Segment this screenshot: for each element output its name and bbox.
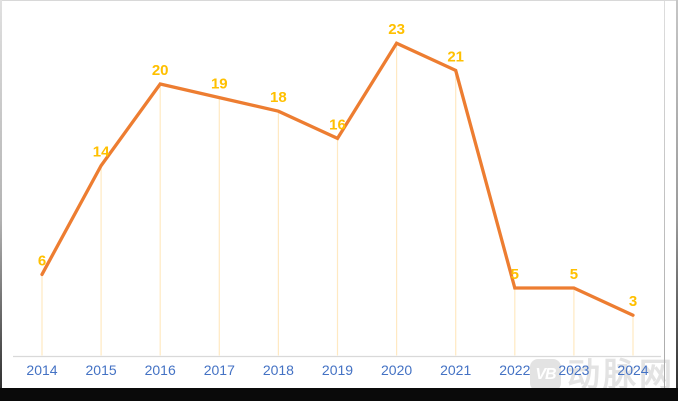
data-label: 14 xyxy=(93,144,110,161)
chart-frame-right-line xyxy=(664,0,665,388)
x-axis-label: 2021 xyxy=(440,362,471,378)
data-label: 23 xyxy=(388,21,405,38)
x-axis-label: 2022 xyxy=(499,362,530,378)
data-label: 20 xyxy=(152,62,169,79)
x-axis-label: 2020 xyxy=(381,362,412,378)
window-top-edge xyxy=(0,0,678,1)
x-axis-label: 2016 xyxy=(145,362,176,378)
data-label: 5 xyxy=(511,266,519,283)
x-axis-label: 2018 xyxy=(263,362,294,378)
data-label: 5 xyxy=(570,266,578,283)
bottom-black-bar xyxy=(0,388,678,401)
data-label: 21 xyxy=(447,48,464,65)
data-label: 3 xyxy=(629,293,637,310)
vb-logo-icon: VB xyxy=(530,359,561,391)
x-axis-label: 2017 xyxy=(204,362,235,378)
watermark-brand-text: 动脉网 xyxy=(567,356,675,393)
data-label: 18 xyxy=(270,89,287,106)
watermark: VB 动脉网 xyxy=(530,357,675,393)
x-axis-label: 2014 xyxy=(26,362,57,378)
data-label: 19 xyxy=(211,76,228,93)
data-label: 6 xyxy=(38,252,46,269)
window-right-edge xyxy=(676,0,678,401)
x-axis-label: 2024 xyxy=(617,362,648,378)
trend-line xyxy=(40,41,635,317)
window-left-edge xyxy=(0,0,2,401)
vb-logo-text: VB xyxy=(535,366,556,383)
data-label: 16 xyxy=(329,116,346,133)
x-axis-label: 2015 xyxy=(86,362,117,378)
x-axis-label: 2023 xyxy=(558,362,589,378)
x-axis-label: 2019 xyxy=(322,362,353,378)
